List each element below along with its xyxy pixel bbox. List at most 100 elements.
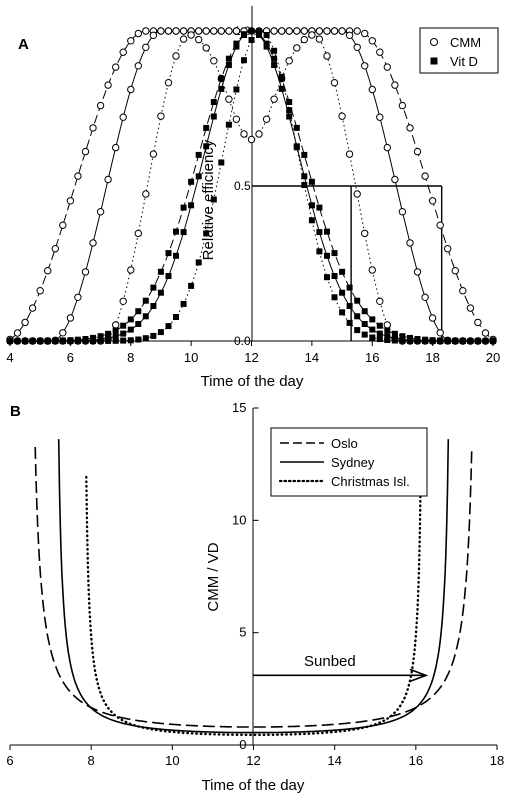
panel-a-point-1-46 [353, 43, 361, 51]
panel-a-point-5-64 [490, 338, 496, 344]
panel-a-point-5-14 [112, 337, 119, 344]
panel-a-point-5-42 [324, 274, 330, 281]
panel-a-point-4-42 [324, 252, 330, 259]
panel-a-point-2-40 [308, 31, 316, 39]
panel-a-point-5-13 [105, 337, 112, 344]
panel-b-series-0 [34, 446, 473, 728]
panel-a-point-2-19 [149, 150, 158, 158]
panel-a-point-4-36 [278, 85, 285, 92]
panel-a-point-4-45 [346, 303, 353, 309]
panel-a-legend-box [419, 27, 499, 74]
panel-a-point-0-1 [13, 329, 22, 337]
panel-a-point-5-10 [82, 338, 89, 344]
panel-a-point-5-36 [278, 73, 285, 80]
panel-a-point-2-14 [112, 321, 120, 329]
panel-a-point-5-23 [180, 300, 187, 307]
panel-a-point-0-51 [391, 81, 399, 89]
panel-a-point-4-40 [308, 202, 315, 209]
panel-a-x-tick-label-7: 18 [425, 350, 439, 365]
panel-b-x-ticks: 6 8 10 12 14 16 18 [6, 745, 504, 768]
panel-a-point-2-44 [338, 112, 346, 120]
panel-a-point-4-49 [376, 330, 383, 337]
panel-a-point-3-29 [225, 55, 232, 62]
panel-a-point-5-60 [459, 338, 466, 344]
panel-a-point-4-50 [384, 333, 391, 340]
panel-a-x-tick-label-5: 14 [305, 350, 319, 365]
panel-a-point-3-25 [195, 151, 202, 158]
panel-a-point-5-1 [14, 338, 21, 344]
panel-a-point-1-43 [330, 27, 339, 35]
panel-a-point-2-33 [255, 130, 263, 138]
panel-a-x-tick-label-0: 4 [6, 350, 13, 365]
panel-a-point-1-20 [157, 27, 165, 35]
panel-a-point-3-38 [293, 124, 300, 131]
panel-a-point-5-3 [29, 338, 36, 344]
panel-a-y-tick-label-1: 0.5 [234, 179, 251, 193]
panel-a-point-2-27 [210, 57, 218, 65]
panel-b-x-tick-label-1: 8 [88, 753, 95, 768]
panel-a-point-1-55 [421, 293, 429, 301]
panel-a-point-3-51 [391, 330, 398, 337]
panel-a-point-2-15 [119, 297, 127, 305]
panel-a-point-0-8 [66, 197, 75, 205]
panel-a-x-tick-label-4: 12 [244, 350, 258, 365]
panel-b-series [34, 439, 473, 737]
panel-a-point-1-44 [338, 27, 346, 35]
panel-a-point-2-47 [361, 229, 369, 238]
panel-a-point-0-2 [21, 318, 29, 327]
panel-a-point-1-42 [323, 27, 331, 35]
panel-a-point-5-50 [384, 337, 391, 343]
panel-a-x-axis-label: Time of the day [201, 373, 304, 390]
panel-a-y-axis-label: Relative efficiency [200, 139, 217, 260]
panel-a-x-tick-label-2: 8 [127, 350, 134, 365]
panel-a-point-1-18 [142, 43, 150, 51]
panel-a-point-4-26 [203, 143, 210, 150]
panel-a-point-4-33 [256, 32, 262, 38]
panel-a-point-4-28 [218, 85, 225, 92]
panel-a-point-3-13 [105, 330, 112, 337]
panel-a-point-0-53 [406, 124, 414, 132]
panel-a-point-4-47 [361, 321, 368, 327]
panel-a-x-ticks: 4 6 8 10 12 14 16 18 20 [6, 341, 500, 365]
panel-a-point-2-41 [315, 35, 324, 43]
panel-a-point-5-32 [248, 37, 255, 43]
panel-a-point-3-37 [286, 99, 293, 105]
panel-a-point-2-48 [368, 266, 376, 274]
panel-a-reference-lines [251, 185, 443, 341]
panel-a-point-5-7 [59, 338, 66, 344]
panel-a-point-2-31 [240, 130, 248, 138]
panel-a-point-2-34 [262, 115, 271, 123]
panel-a-y-ticks: 0.00.51.0 [234, 24, 251, 348]
panel-a-point-5-52 [399, 337, 406, 344]
panel-a-point-2-49 [376, 297, 384, 305]
panel-a-point-0-4 [36, 287, 44, 295]
panel-a-point-0-18 [142, 27, 150, 35]
panel-a-point-1-11 [89, 239, 97, 247]
panel-a-point-4-43 [331, 273, 338, 279]
panel-a-point-4-27 [210, 113, 217, 120]
panel-a-point-5-59 [452, 338, 459, 344]
panel-a-point-2-18 [142, 190, 150, 198]
panel-a-point-4-46 [354, 313, 361, 320]
panel-a-point-5-6 [52, 338, 59, 344]
panel-a-point-0-47 [361, 29, 369, 38]
panel-a-point-2-32 [247, 135, 256, 144]
panel-a-point-5-34 [263, 32, 270, 38]
panel-a-point-2-50 [383, 321, 391, 329]
panel-a-point-0-3 [28, 304, 37, 312]
panel-a-point-5-49 [376, 336, 383, 343]
legend-vitd-label: Vit D [450, 54, 478, 69]
panel-a-point-3-43 [331, 250, 338, 257]
panel-a-point-3-27 [210, 99, 217, 105]
panel-a-point-4-24 [188, 202, 195, 209]
panel-a-point-0-10 [81, 147, 90, 156]
panel-a-point-3-20 [157, 268, 164, 275]
panel-a-point-0-60 [459, 287, 467, 295]
panel-a-point-4-41 [316, 229, 323, 236]
panel-a-point-2-16 [127, 266, 135, 274]
panel-a-point-0-54 [413, 147, 422, 156]
panel-a-point-3-42 [324, 228, 330, 235]
panel-a-point-1-36 [278, 27, 286, 35]
panel-a-series [6, 27, 497, 345]
panel-a-point-3-23 [180, 204, 187, 211]
